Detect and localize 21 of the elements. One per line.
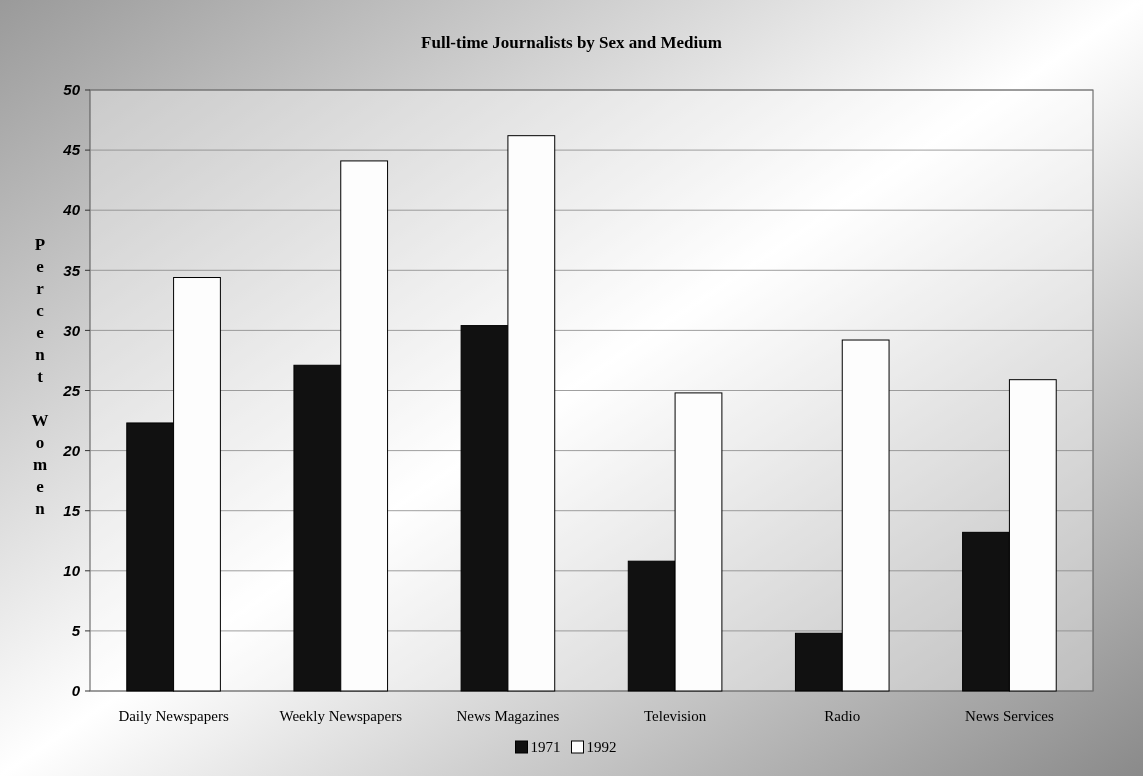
- y-tick-label: 0: [71, 682, 81, 700]
- y-tick-label: 40: [62, 201, 81, 219]
- y-tick-label: 50: [63, 81, 81, 99]
- x-tick-label: Daily Newspapers: [118, 708, 229, 724]
- y-tick-label: 10: [63, 562, 81, 580]
- text: Percent Women: [31, 235, 49, 518]
- x-tick-label: Radio: [824, 708, 861, 724]
- x-tick-label: News Services: [965, 708, 1054, 724]
- legend-label: 1992: [586, 739, 617, 755]
- legend-label: 1971: [530, 739, 561, 755]
- y-tick-label: 35: [63, 261, 81, 279]
- chart-title: Full-time Journalists by Sex and Medium: [421, 33, 722, 52]
- y-tick-label: 5: [71, 622, 81, 640]
- x-tick-label: Television: [643, 708, 707, 724]
- y-tick-label: 20: [62, 441, 81, 459]
- y-tick-label: 25: [62, 381, 81, 399]
- y-tick-label: 45: [62, 141, 81, 159]
- y-tick-label: 30: [63, 321, 81, 339]
- x-tick-label: Weekly Newspapers: [279, 708, 403, 724]
- y-tick-label: 15: [63, 501, 81, 519]
- x-tick-label: News Magazines: [456, 708, 560, 724]
